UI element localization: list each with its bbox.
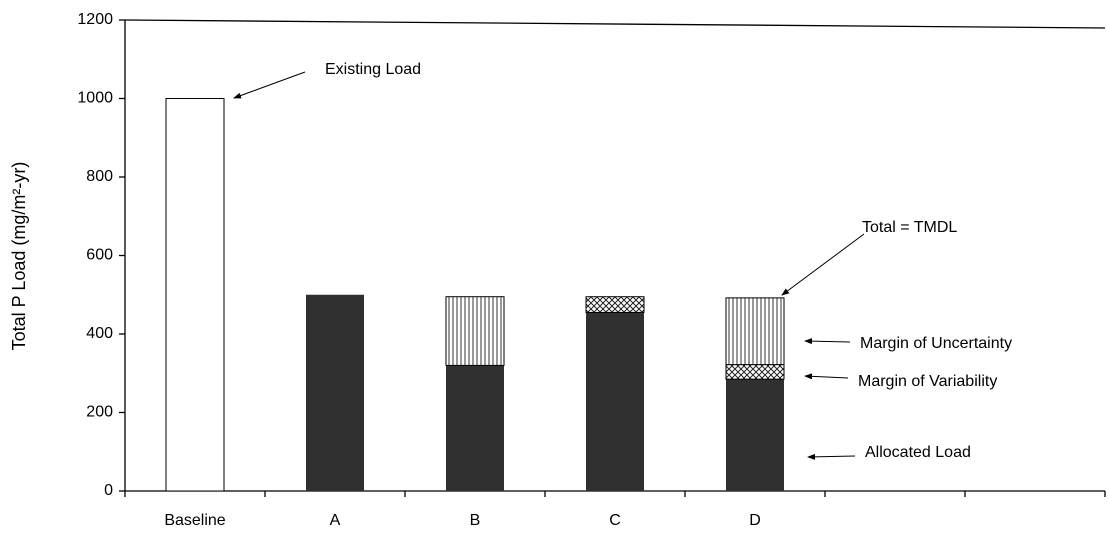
x-tick-label: Baseline (164, 512, 225, 529)
bar-segment (726, 379, 784, 491)
bar-segment (725, 364, 785, 380)
annotation: Existing Load (325, 61, 421, 78)
x-tick-label: B (470, 512, 481, 529)
y-tick-label: 200 (86, 404, 113, 421)
bar-segment (306, 294, 364, 491)
annotation: Margin of Uncertainty (860, 335, 1012, 352)
plot-top (124, 19, 1106, 29)
annotation: Total = TMDL (862, 219, 957, 236)
y-tick-label: 400 (86, 325, 113, 342)
y-axis-label: Total P Load (mg/m²-yr) (9, 162, 29, 351)
bar-segment (445, 296, 505, 366)
y-tick-label: 0 (104, 482, 113, 499)
bar-segment (165, 98, 225, 492)
annotation-arrow (804, 338, 851, 345)
annotation: Allocated Load (865, 444, 971, 461)
x-tick-label: A (330, 512, 341, 529)
y-tick-label: 1000 (77, 90, 113, 107)
annotation-arrow (804, 373, 849, 380)
bar-segment (725, 297, 785, 366)
bar-segment (585, 296, 645, 313)
bar-segment (586, 312, 644, 491)
y-tick-label: 1200 (77, 11, 113, 28)
annotation-arrow (781, 233, 865, 296)
bar-segment (446, 365, 504, 491)
annotation-arrow (807, 453, 856, 460)
annotation-arrow (233, 71, 306, 99)
y-tick-label: 800 (86, 168, 113, 185)
annotation: Margin of Variability (858, 373, 997, 390)
y-tick-label: 600 (86, 247, 113, 264)
x-tick-label: D (749, 512, 761, 529)
x-tick-label: C (609, 512, 621, 529)
